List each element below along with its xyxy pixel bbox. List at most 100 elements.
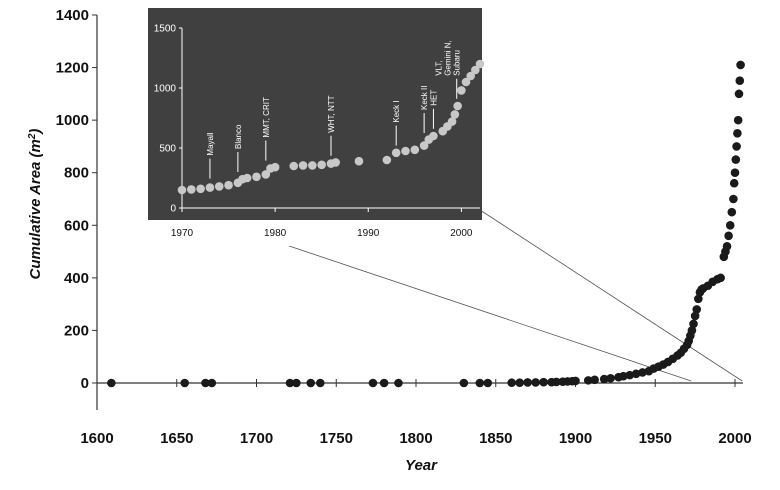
inset-data-point bbox=[466, 71, 475, 81]
x-tick-label: 1800 bbox=[399, 430, 432, 447]
y-axis-title-main: Cumulative Area (m bbox=[27, 139, 44, 279]
inset-chart: 0 500 1000 1500 1970 1980 1990 2000 Mayall Blanco… bbox=[148, 8, 485, 246]
y-tick-label: 800 bbox=[64, 165, 89, 182]
data-point bbox=[690, 311, 700, 321]
inset-data-point bbox=[447, 117, 457, 126]
data-point bbox=[523, 378, 532, 387]
inset-data-point bbox=[252, 172, 261, 182]
data-point bbox=[733, 128, 742, 138]
data-point bbox=[459, 378, 469, 388]
inset-data-point bbox=[453, 101, 462, 111]
data-point bbox=[724, 231, 733, 241]
data-point bbox=[729, 178, 739, 188]
y-tick-label: 600 bbox=[64, 217, 89, 234]
data-point bbox=[483, 378, 493, 388]
annotation-label: MMT, CRIT bbox=[262, 97, 271, 138]
inset-data-point bbox=[419, 141, 429, 150]
inset-data-point bbox=[308, 161, 317, 170]
data-point bbox=[475, 378, 485, 388]
inset-background bbox=[148, 8, 482, 220]
annotation-label: VLT, bbox=[435, 60, 444, 75]
connector-line-right bbox=[479, 209, 743, 382]
inset-data-point bbox=[391, 148, 401, 158]
data-point bbox=[727, 207, 737, 217]
x-tick-label: 1900 bbox=[559, 430, 592, 447]
data-point bbox=[731, 155, 741, 164]
annotation-label: Subaru bbox=[453, 50, 462, 76]
inset-x-tick-label: 1990 bbox=[357, 228, 380, 239]
x-tick-label: 1700 bbox=[240, 430, 273, 447]
data-point bbox=[292, 378, 301, 388]
data-point bbox=[368, 378, 378, 388]
x-tick-label: 1750 bbox=[320, 430, 353, 447]
x-tick-label: 1950 bbox=[639, 430, 672, 447]
annotation-label: HET bbox=[429, 90, 438, 106]
annotation-label: Keck I bbox=[392, 100, 401, 122]
inset-data-point bbox=[475, 59, 485, 69]
inset-data-point bbox=[382, 155, 392, 165]
inset-y-tick-label: 0 bbox=[170, 204, 176, 215]
data-point bbox=[507, 378, 516, 388]
data-point bbox=[515, 378, 524, 388]
data-point bbox=[379, 378, 389, 388]
data-point bbox=[201, 378, 210, 388]
data-point bbox=[735, 76, 745, 86]
x-tick-label: 2000 bbox=[718, 430, 751, 447]
data-point bbox=[687, 326, 697, 335]
inset-data-point bbox=[354, 156, 364, 166]
inset-data-point bbox=[177, 185, 187, 195]
inset-x-tick-label: 2000 bbox=[450, 228, 473, 239]
x-tick-label: 1650 bbox=[160, 430, 193, 447]
data-point bbox=[692, 305, 702, 314]
inset-x-tick-label: 1970 bbox=[171, 228, 194, 239]
data-point bbox=[539, 377, 548, 387]
data-point bbox=[619, 371, 628, 381]
inset-data-point bbox=[461, 77, 471, 87]
x-tick-label: 1850 bbox=[479, 430, 512, 447]
data-point bbox=[694, 294, 703, 304]
y-axis-title: Cumulative Area (m2) bbox=[27, 129, 45, 280]
inset-data-point bbox=[331, 158, 340, 167]
inset-data-point bbox=[457, 86, 466, 95]
data-point bbox=[531, 378, 540, 387]
inset-y-tick-label: 500 bbox=[159, 144, 176, 155]
y-tick-label: 0 bbox=[81, 375, 89, 392]
data-point bbox=[599, 374, 609, 384]
data-point bbox=[734, 89, 744, 99]
inset-data-point bbox=[187, 185, 196, 194]
data-point bbox=[207, 378, 217, 388]
inset-data-point bbox=[450, 110, 460, 119]
data-point bbox=[306, 378, 316, 388]
y-tick-label: 400 bbox=[64, 270, 89, 287]
inset-data-point bbox=[298, 161, 308, 170]
data-point bbox=[285, 378, 295, 388]
inset-data-point bbox=[205, 183, 215, 192]
data-point bbox=[730, 168, 740, 178]
annotation-label: WHT, NTT bbox=[327, 95, 336, 132]
x-axis-title: Year bbox=[405, 457, 438, 474]
data-point bbox=[733, 115, 743, 125]
inset-data-point bbox=[242, 173, 252, 183]
data-point bbox=[722, 242, 732, 251]
y-tick-label: 1400 bbox=[56, 7, 89, 24]
data-point bbox=[725, 220, 735, 230]
inset-data-point bbox=[410, 145, 420, 155]
inset-x-tick-label: 1980 bbox=[264, 228, 287, 239]
y-tick-label: 200 bbox=[64, 322, 89, 339]
annotation-label: Gemini N, bbox=[444, 40, 453, 76]
main-axis-labels: Year Cumulative Area (m2) bbox=[27, 129, 439, 474]
data-point bbox=[316, 378, 325, 388]
annotation-label: Blanco bbox=[234, 124, 243, 149]
inset-data-point bbox=[471, 65, 480, 75]
data-point bbox=[631, 369, 641, 379]
inset-data-point bbox=[196, 184, 205, 194]
annotation-label: Mayall bbox=[206, 132, 215, 155]
data-point bbox=[107, 378, 116, 388]
inset-data-point bbox=[429, 131, 438, 141]
data-point bbox=[552, 377, 561, 387]
y-tick-label: 1200 bbox=[56, 60, 89, 77]
main-data-points bbox=[107, 60, 745, 388]
data-point bbox=[716, 273, 725, 283]
